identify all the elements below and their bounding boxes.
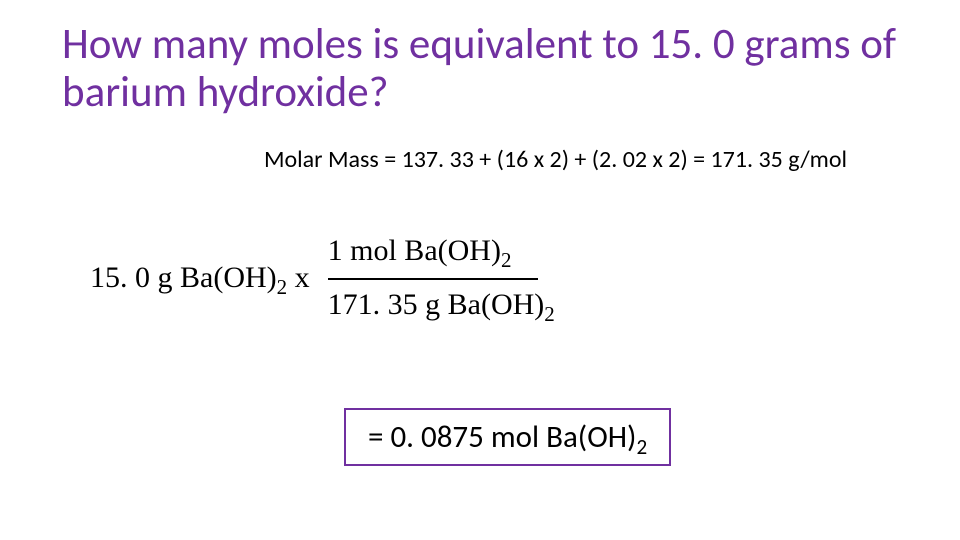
answer-box: = 0. 0875 mol Ba(OH)2	[344, 408, 671, 466]
numerator-text: 1 mol Ba(OH)	[328, 234, 501, 267]
lhs-sub: 2	[277, 275, 288, 299]
slide-title: How many moles is equivalent to 15. 0 gr…	[62, 20, 922, 116]
numerator-sub: 2	[501, 248, 512, 272]
lhs-operator: x	[287, 261, 310, 294]
calc-fraction: 1 mol Ba(OH)2 171. 35 g Ba(OH)2	[328, 230, 555, 326]
fraction-denominator: 171. 35 g Ba(OH)2	[328, 282, 555, 326]
molar-mass-line: Molar Mass = 137. 33 + (16 x 2) + (2. 02…	[264, 145, 847, 174]
denominator-text: 171. 35 g Ba(OH)	[328, 288, 545, 321]
molar-mass-text: Molar Mass = 137. 33 + (16 x 2) + (2. 02…	[264, 145, 847, 174]
answer-text: = 0. 0875 mol Ba(OH)	[368, 418, 636, 456]
fraction-divider	[328, 278, 538, 280]
denominator-sub: 2	[544, 302, 555, 326]
lhs-value: 15. 0 g Ba(OH)	[90, 261, 277, 294]
title-text: How many moles is equivalent to 15. 0 gr…	[62, 17, 896, 118]
fraction-numerator: 1 mol Ba(OH)2	[328, 230, 512, 276]
calc-lhs: 15. 0 g Ba(OH)2 x	[90, 261, 310, 295]
calculation-row: 15. 0 g Ba(OH)2 x 1 mol Ba(OH)2 171. 35 …	[90, 230, 555, 326]
answer-sub: 2	[636, 434, 647, 460]
